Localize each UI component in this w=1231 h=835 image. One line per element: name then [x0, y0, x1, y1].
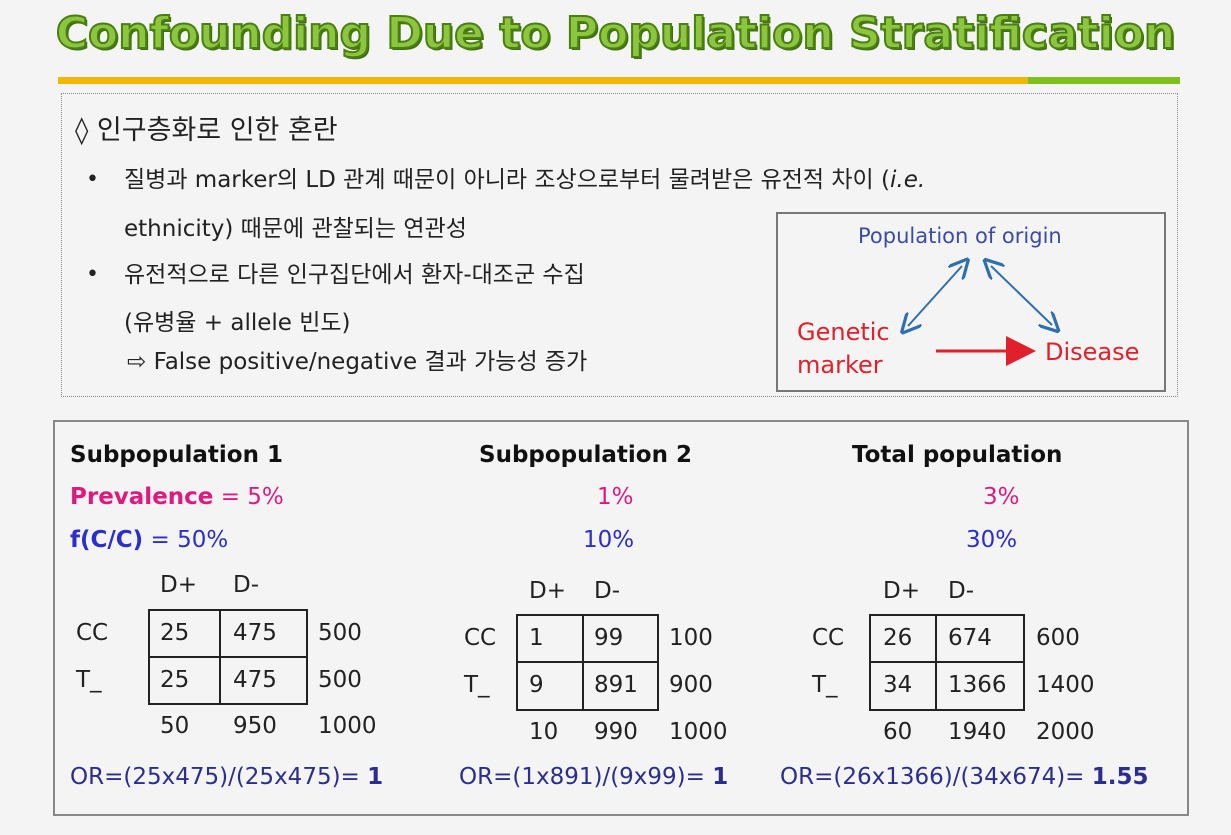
group-2-prevalence: 1%: [597, 484, 634, 510]
table-cell: 26: [883, 625, 913, 651]
origin-marker-arrow: [908, 266, 962, 326]
stratification-box: [53, 420, 1189, 816]
group-3-title: Total population: [852, 442, 1063, 468]
group-2-odds-ratio: OR=(1x891)/(9x99)= 1: [459, 764, 729, 790]
group-1-freq: f(C/C) = 50%: [70, 527, 229, 553]
group-3-freq: 30%: [966, 527, 1018, 553]
col-total: 950: [233, 713, 277, 739]
bullet-1-line-2: ethnicity) 때문에 관찰되는 연관성: [124, 216, 467, 242]
group-1-odds-ratio: OR=(25x475)/(25x475)= 1: [70, 764, 384, 790]
table-cell: 1: [529, 625, 544, 651]
table-cell: 34: [883, 672, 913, 698]
col-total: 60: [883, 719, 913, 745]
title-underline-green: [1028, 77, 1180, 84]
row-label: CC: [464, 625, 497, 651]
col-header: D+: [529, 578, 566, 604]
row-label: T_: [812, 672, 838, 698]
bullet-1-text-a: 질병과 marker의 LD 관계 때문이 아니라 조상으로부터 물려받은 유전…: [124, 167, 890, 193]
table-cell: 475: [233, 667, 277, 693]
row-label: CC: [76, 620, 109, 646]
col-total: 1940: [948, 719, 1007, 745]
col-header: D+: [160, 572, 197, 598]
diagram-origin-label: Population of origin: [858, 224, 1062, 248]
row-total: 100: [669, 625, 713, 651]
title-underline-yellow: [58, 77, 1028, 84]
group-2-freq: 10%: [583, 527, 635, 553]
group-3-table: [869, 614, 1025, 711]
diagram-disease-label: Disease: [1045, 338, 1140, 366]
row-label: T_: [464, 672, 490, 698]
diagram-marker-label: Genetic marker: [797, 318, 890, 379]
table-cell: 475: [233, 620, 277, 646]
row-total: 500: [318, 667, 362, 693]
col-total: 990: [594, 719, 638, 745]
col-header: D-: [233, 572, 260, 598]
table-cell: 99: [594, 625, 624, 651]
row-total: 900: [669, 672, 713, 698]
bullet-2-line-2: (유병율 + allele 빈도): [124, 310, 351, 336]
slide-title: Confounding Due to Population Stratifica…: [55, 7, 1177, 60]
group-3-odds-ratio: OR=(26x1366)/(34x674)= 1.55: [780, 764, 1149, 790]
group-3-prevalence: 3%: [983, 484, 1020, 510]
intro-heading: ◊ 인구층화로 인한 혼란: [75, 115, 338, 146]
row-total: 600: [1036, 625, 1080, 651]
table-cell: 25: [160, 667, 190, 693]
table-cell: 891: [594, 672, 638, 698]
col-total: 10: [529, 719, 559, 745]
row-total: 1400: [1036, 672, 1095, 698]
bullet-dot: •: [86, 167, 99, 192]
table-cell: 674: [948, 625, 992, 651]
col-header: D-: [948, 578, 975, 604]
diagram-arrows: [776, 212, 1164, 366]
grand-total: 1000: [318, 713, 377, 739]
bullet-1: • 질병과 marker의 LD 관계 때문이 아니라 조상으로부터 물려받은 …: [86, 160, 1184, 200]
group-2-table: [516, 614, 659, 711]
group-1-table: [148, 609, 308, 705]
group-1-title: Subpopulation 1: [70, 442, 283, 468]
table-cell: 1366: [948, 672, 1007, 698]
table-cell: 9: [529, 672, 544, 698]
group-2-title: Subpopulation 2: [479, 442, 692, 468]
table-cell: 25: [160, 620, 190, 646]
bullet-2-text: 유전적으로 다른 인구집단에서 환자-대조군 수집: [124, 262, 585, 288]
origin-disease-arrow: [991, 266, 1052, 325]
row-label: T_: [76, 667, 102, 693]
bullet-1-ie: i.e.: [890, 167, 926, 193]
row-label: CC: [812, 625, 845, 651]
bullet-dot: •: [86, 262, 99, 287]
col-total: 50: [160, 713, 190, 739]
col-header: D-: [594, 578, 621, 604]
grand-total: 1000: [669, 719, 728, 745]
grand-total: 2000: [1036, 719, 1095, 745]
row-total: 500: [318, 620, 362, 646]
bullet-2-line-3: ⇨ False positive/negative 결과 가능성 증가: [127, 349, 588, 375]
col-header: D+: [883, 578, 920, 604]
bullet-2: • 유전적으로 다른 인구집단에서 환자-대조군 수집: [86, 255, 585, 295]
group-1-prevalence: Prevalence = 5%: [70, 484, 284, 510]
